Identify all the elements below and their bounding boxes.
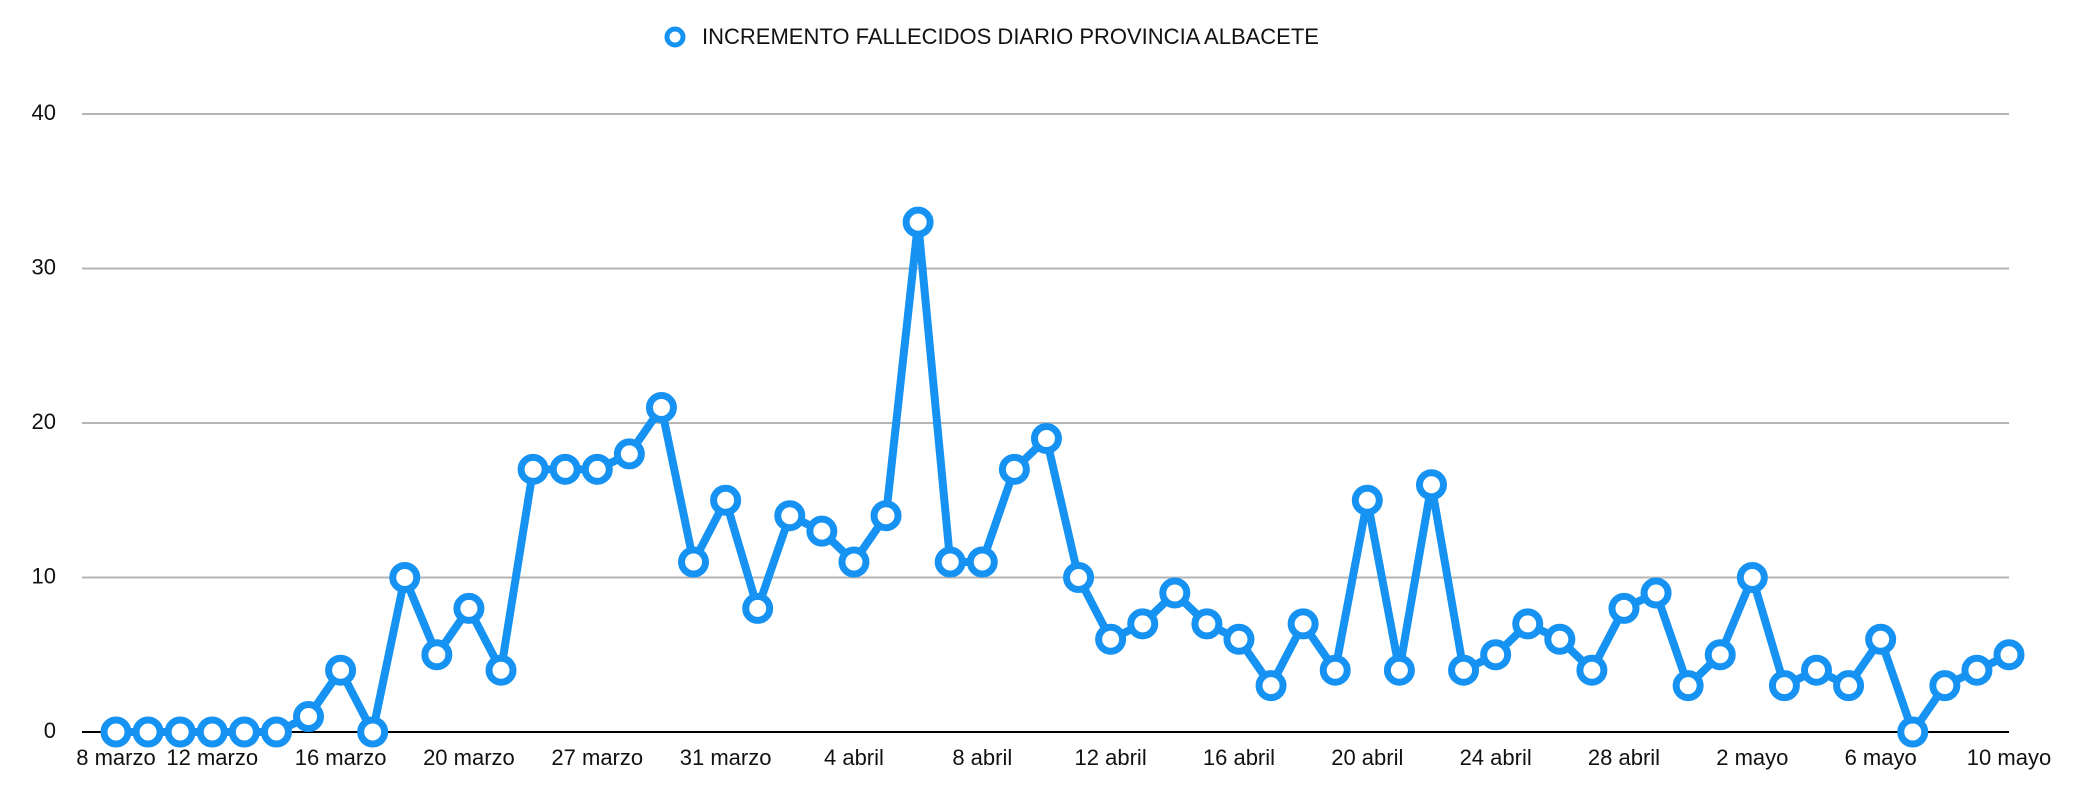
point bbox=[1512, 608, 1544, 640]
point bbox=[1768, 670, 1800, 702]
point bbox=[196, 716, 228, 748]
point bbox=[1063, 562, 1095, 593]
point bbox=[549, 453, 581, 485]
x-tick-label: 8 abril bbox=[952, 745, 1012, 770]
x-tick-label: 27 marzo bbox=[551, 745, 643, 770]
point bbox=[613, 438, 645, 470]
point bbox=[421, 639, 453, 671]
point bbox=[164, 716, 196, 748]
y-tick-label: 0 bbox=[44, 718, 56, 743]
x-tick-label: 16 marzo bbox=[295, 745, 387, 770]
x-tick-label: 10 mayo bbox=[1967, 745, 2051, 770]
point bbox=[517, 453, 549, 485]
x-tick-label: 8 marzo bbox=[76, 745, 155, 770]
point bbox=[228, 716, 260, 748]
point bbox=[1159, 577, 1191, 609]
point bbox=[678, 546, 710, 578]
point bbox=[1030, 422, 1062, 454]
y-tick-label: 30 bbox=[32, 254, 56, 279]
point bbox=[806, 515, 838, 547]
point bbox=[1287, 608, 1319, 640]
point bbox=[838, 546, 870, 578]
point bbox=[902, 206, 934, 238]
point bbox=[1704, 639, 1736, 671]
point bbox=[357, 716, 389, 748]
point bbox=[710, 484, 742, 516]
point bbox=[293, 701, 325, 733]
x-tick-label: 20 marzo bbox=[423, 745, 515, 770]
point bbox=[1351, 484, 1383, 516]
x-tick-label: 20 abril bbox=[1331, 745, 1403, 770]
x-tick-label: 24 abril bbox=[1460, 745, 1532, 770]
point bbox=[966, 546, 998, 578]
point bbox=[1576, 654, 1608, 686]
point bbox=[389, 562, 421, 593]
point bbox=[998, 453, 1030, 485]
point bbox=[1448, 654, 1480, 686]
point bbox=[325, 654, 357, 686]
point bbox=[1095, 623, 1127, 655]
point bbox=[1191, 608, 1223, 640]
point bbox=[1640, 577, 1672, 609]
point bbox=[1415, 469, 1447, 501]
x-tick-label: 12 marzo bbox=[166, 745, 258, 770]
point bbox=[100, 716, 132, 748]
point bbox=[1544, 623, 1576, 655]
x-tick-label: 2 mayo bbox=[1716, 745, 1788, 770]
point bbox=[1672, 670, 1704, 702]
legend-label: INCREMENTO FALLECIDOS DIARIO PROVINCIA A… bbox=[702, 24, 1319, 49]
point bbox=[1608, 592, 1640, 624]
y-tick-label: 10 bbox=[32, 563, 56, 588]
point bbox=[581, 453, 613, 485]
point bbox=[774, 500, 806, 532]
x-tick-label: 6 mayo bbox=[1845, 745, 1917, 770]
point bbox=[1255, 670, 1287, 702]
point bbox=[1961, 654, 1993, 686]
point bbox=[870, 500, 902, 532]
point bbox=[485, 654, 517, 686]
x-tick-label: 12 abril bbox=[1075, 745, 1147, 770]
point bbox=[1897, 716, 1929, 748]
point bbox=[1833, 670, 1865, 702]
point bbox=[1865, 623, 1897, 655]
point bbox=[1127, 608, 1159, 640]
point bbox=[1736, 562, 1768, 593]
x-tick-label: 16 abril bbox=[1203, 745, 1275, 770]
point bbox=[132, 716, 164, 748]
point bbox=[1319, 654, 1351, 686]
point bbox=[1223, 623, 1255, 655]
point bbox=[742, 592, 774, 624]
point bbox=[260, 716, 292, 748]
x-tick-label: 4 abril bbox=[824, 745, 884, 770]
point bbox=[1929, 670, 1961, 702]
y-tick-label: 40 bbox=[32, 100, 56, 125]
point bbox=[1480, 639, 1512, 671]
y-tick-label: 20 bbox=[32, 409, 56, 434]
point bbox=[1800, 654, 1832, 686]
x-tick-label: 31 marzo bbox=[680, 745, 772, 770]
point bbox=[1383, 654, 1415, 686]
point bbox=[453, 592, 485, 624]
point bbox=[934, 546, 966, 578]
x-tick-label: 28 abril bbox=[1588, 745, 1660, 770]
point bbox=[645, 392, 677, 424]
point bbox=[1993, 639, 2025, 671]
legend-marker bbox=[664, 26, 686, 48]
